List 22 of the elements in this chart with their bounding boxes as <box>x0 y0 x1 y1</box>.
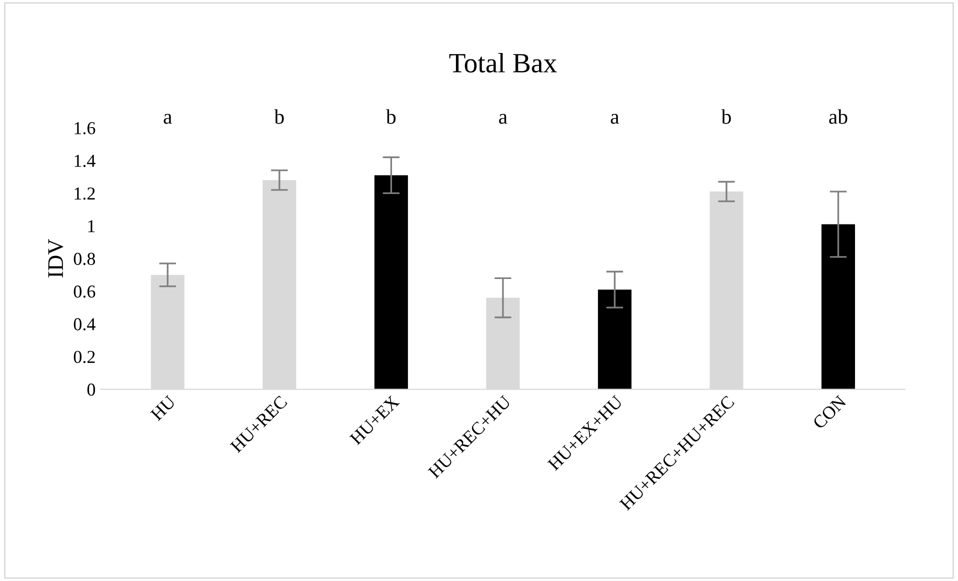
text: a <box>610 114 620 124</box>
y-tick-label: 1.6 <box>74 122 96 134</box>
y-tick-label: 1 <box>88 220 95 232</box>
text: b <box>721 109 731 124</box>
text: b <box>274 109 284 124</box>
y-tick-label: 1.2 <box>74 187 95 200</box>
text: a <box>499 114 508 124</box>
y-axis-title: IDV <box>48 239 64 278</box>
text: a <box>164 114 172 124</box>
text: ab <box>829 109 848 124</box>
y-tick-label: 0.8 <box>74 252 96 266</box>
y-tick-label: 0 <box>87 384 96 396</box>
y-tick-label: 0.6 <box>74 285 96 298</box>
chart-title: Total Bax <box>449 52 557 73</box>
bar <box>598 290 632 390</box>
text: b <box>386 109 396 124</box>
y-tick-label: 0.4 <box>74 318 96 330</box>
y-tick-label: 0.2 <box>74 350 95 364</box>
y-tick-label: 1.4 <box>74 154 96 168</box>
bar <box>374 175 408 390</box>
x-tick-label: HU <box>150 394 176 422</box>
bar <box>821 224 856 390</box>
